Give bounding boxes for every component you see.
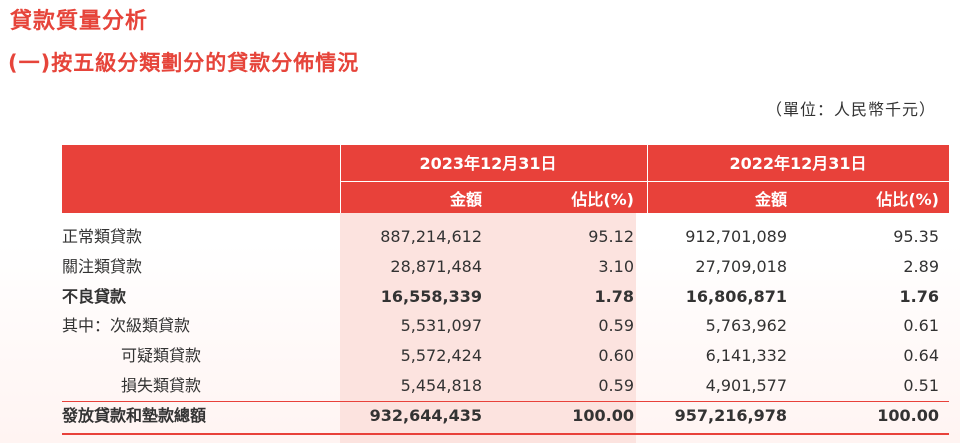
ratio-2023: 3.10	[598, 257, 634, 276]
row-label: 不良貸款	[62, 287, 127, 306]
row-label: 關注類貸款	[62, 257, 143, 276]
table-row: 其中：次級類貸款 5,531,097 0.59 5,763,962 0.61	[62, 311, 949, 340]
ratio-header-2022: 佔比(%)	[876, 190, 939, 209]
table-row: 關注類貸款 28,871,484 3.10 27,709,018 2.89	[62, 252, 949, 281]
section-title: 貸款質量分析	[10, 9, 149, 34]
ratio-2022: 95.35	[893, 227, 939, 246]
amount-2023: 16,558,339	[380, 287, 482, 306]
ratio-2022: 0.61	[903, 316, 939, 335]
ratio-2022: 2.89	[903, 257, 939, 276]
amount-2022: 5,763,962	[705, 316, 787, 335]
amount-2023: 932,644,435	[369, 406, 482, 425]
table-row: 可疑類貸款 5,572,424 0.60 6,141,332 0.64	[62, 341, 949, 370]
amount-header-2023: 金額	[449, 190, 482, 209]
header-divider	[340, 181, 949, 182]
ratio-2022: 0.64	[903, 346, 939, 365]
amount-2022: 27,709,018	[695, 257, 787, 276]
ratio-2023: 1.78	[594, 287, 634, 306]
amount-2022: 4,901,577	[705, 376, 787, 395]
sub-title: (一)按五級分類劃分的貸款分佈情況	[8, 51, 360, 75]
table-row: 不良貸款 16,558,339 1.78 16,806,871 1.76	[62, 282, 949, 311]
ratio-2022: 0.51	[903, 376, 939, 395]
table-row-total: 發放貸款和墊款總額 932,644,435 100.00 957,216,978…	[62, 401, 949, 430]
row-label: 其中：次級類貸款	[62, 316, 191, 335]
amount-header-2022: 金額	[754, 190, 787, 209]
amount-2022: 912,701,089	[685, 227, 787, 246]
ratio-header-2023: 佔比(%)	[571, 190, 634, 209]
header-divider-mid	[647, 145, 648, 213]
total-top-rule	[62, 401, 949, 402]
period-header-2023: 2023年12月31日	[419, 154, 557, 173]
amount-2023: 887,214,612	[380, 227, 482, 246]
amount-2023: 5,531,097	[400, 316, 482, 335]
ratio-2022: 100.00	[877, 406, 939, 425]
amount-2022: 16,806,871	[685, 287, 787, 306]
ratio-2023: 95.12	[588, 227, 634, 246]
total-bottom-rule	[62, 433, 949, 435]
header-divider-left	[340, 145, 341, 213]
table-row: 正常類貸款 887,214,612 95.12 912,701,089 95.3…	[62, 222, 949, 251]
row-label: 可疑類貸款	[121, 346, 202, 365]
table-header: 2023年12月31日 2022年12月31日 金額 佔比(%) 金額 佔比(%…	[62, 145, 949, 213]
amount-2023: 28,871,484	[390, 257, 482, 276]
row-label: 正常類貸款	[62, 227, 143, 246]
ratio-2023: 0.59	[598, 316, 634, 335]
ratio-2023: 0.60	[598, 346, 634, 365]
ratio-2023: 0.59	[598, 376, 634, 395]
amount-2022: 957,216,978	[674, 406, 787, 425]
loan-classification-table: 2023年12月31日 2022年12月31日 金額 佔比(%) 金額 佔比(%…	[62, 145, 949, 443]
amount-2023: 5,572,424	[400, 346, 482, 365]
ratio-2023: 100.00	[572, 406, 634, 425]
row-label: 損失類貸款	[121, 376, 202, 395]
period-header-2022: 2022年12月31日	[729, 154, 867, 173]
unit-note: （單位：人民幣千元）	[765, 100, 936, 119]
ratio-2022: 1.76	[899, 287, 939, 306]
row-label: 發放貸款和墊款總額	[62, 406, 207, 425]
amount-2022: 6,141,332	[705, 346, 787, 365]
amount-2023: 5,454,818	[400, 376, 482, 395]
table-row: 損失類貸款 5,454,818 0.59 4,901,577 0.51	[62, 371, 949, 400]
